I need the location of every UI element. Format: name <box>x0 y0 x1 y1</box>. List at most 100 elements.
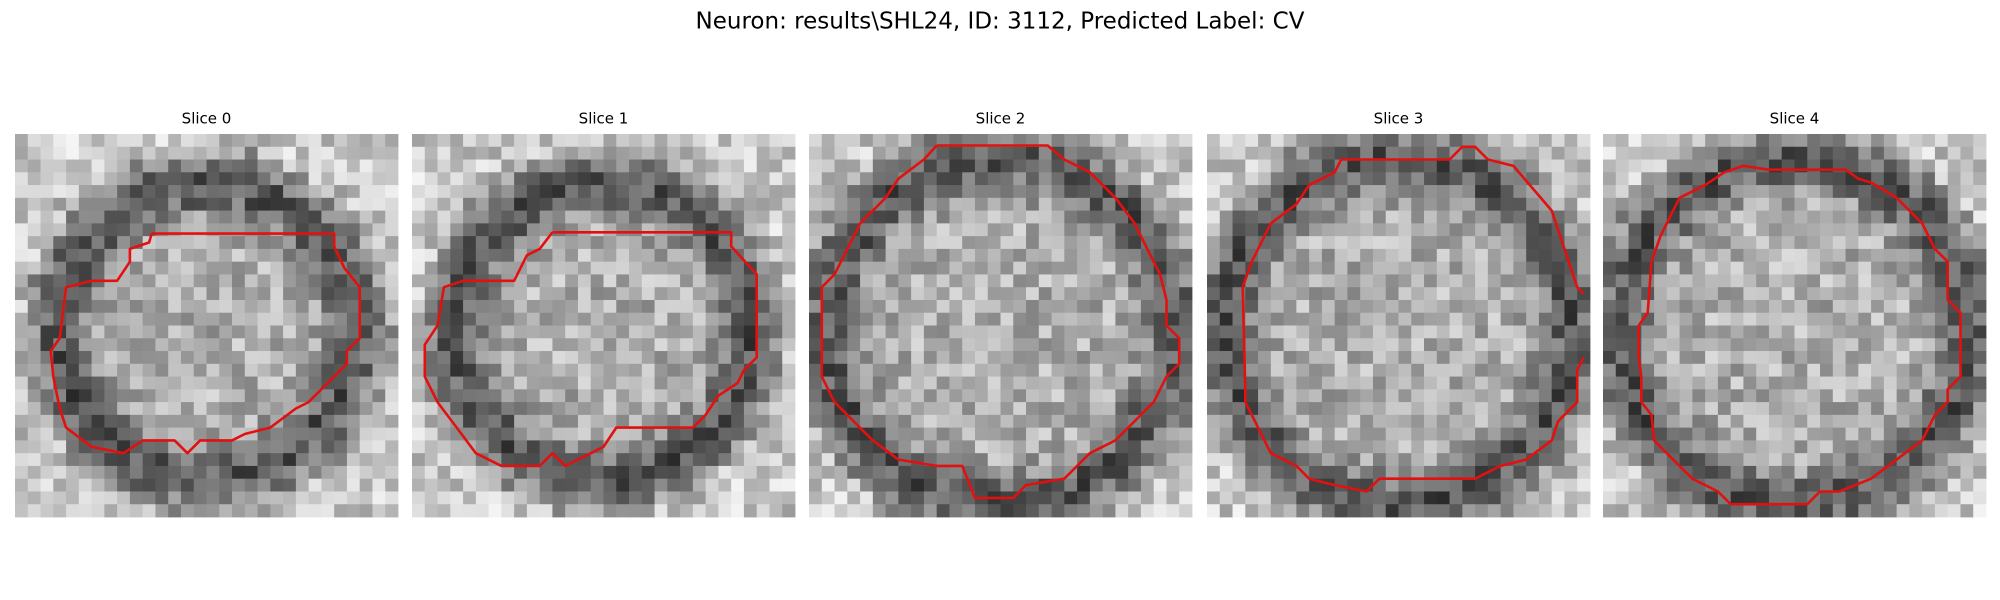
pixel <box>104 134 118 148</box>
pixel <box>270 453 284 467</box>
pixel <box>1000 210 1014 224</box>
pixel <box>1692 389 1706 403</box>
pixel <box>911 312 925 326</box>
pixel <box>1756 185 1770 199</box>
pixel <box>488 248 502 263</box>
pixel <box>1513 134 1527 148</box>
pixel <box>1807 376 1821 390</box>
pixel <box>1449 465 1463 480</box>
pixel <box>1934 351 1949 365</box>
pixel <box>1679 236 1693 250</box>
pixel <box>1628 312 1642 326</box>
pixel <box>1077 172 1091 186</box>
pixel <box>743 287 758 301</box>
pixel <box>1128 402 1142 416</box>
pixel <box>463 389 477 403</box>
pixel <box>1615 236 1629 250</box>
pixel <box>962 223 976 237</box>
pixel <box>577 440 592 454</box>
pixel <box>1436 504 1450 518</box>
pixel <box>705 134 719 148</box>
pixel <box>1000 389 1014 403</box>
pixel <box>1973 453 1987 467</box>
pixel <box>1922 338 1936 352</box>
pixel <box>1115 325 1129 339</box>
pixel <box>1398 261 1412 275</box>
pixel <box>1462 478 1476 492</box>
pixel <box>1717 453 1732 467</box>
pixel <box>1947 504 1961 518</box>
pixel <box>565 440 579 454</box>
pixel <box>15 274 29 288</box>
pixel <box>1883 223 1898 237</box>
pixel <box>603 325 617 339</box>
pixel <box>756 248 770 263</box>
pixel <box>385 172 399 186</box>
pixel <box>1487 376 1502 390</box>
pixel <box>1207 185 1221 199</box>
pixel <box>641 210 655 224</box>
pixel <box>1232 478 1246 492</box>
pixel <box>346 312 361 326</box>
pixel <box>1309 414 1323 429</box>
pixel <box>257 197 271 211</box>
pixel <box>1666 465 1680 480</box>
pixel <box>756 478 770 492</box>
pixel <box>142 325 156 339</box>
pixel <box>1538 351 1553 365</box>
pixel <box>705 185 719 199</box>
pixel <box>27 146 41 160</box>
pixel <box>53 172 67 186</box>
pixel <box>1628 210 1642 224</box>
pixel <box>577 223 592 237</box>
pixel <box>821 427 835 441</box>
pixel <box>923 504 938 518</box>
pixel <box>1947 134 1961 148</box>
pixel <box>834 223 848 237</box>
pixel <box>1102 134 1116 148</box>
pixel <box>1166 504 1180 518</box>
pixel <box>1077 134 1091 148</box>
pixel <box>705 465 719 480</box>
pixel <box>1845 351 1859 365</box>
pixel <box>1077 491 1091 505</box>
pixel <box>117 363 131 377</box>
pixel <box>1666 402 1680 416</box>
pixel <box>1013 299 1027 314</box>
pixel <box>1603 504 1617 518</box>
pixel <box>654 197 668 211</box>
pixel <box>718 325 732 339</box>
pixel <box>1360 223 1374 237</box>
pixel <box>1219 376 1233 390</box>
pixel <box>885 159 899 173</box>
pixel <box>1654 172 1668 186</box>
pixel <box>501 363 515 377</box>
pixel <box>463 351 477 365</box>
pixel <box>1398 351 1412 365</box>
pixel <box>91 325 105 339</box>
pixel <box>334 197 348 211</box>
pixel <box>1077 338 1091 352</box>
pixel <box>117 312 131 326</box>
pixel <box>1321 325 1336 339</box>
panel-title: Slice 0 <box>182 110 232 128</box>
slice-panel <box>15 134 399 518</box>
pixel <box>1270 287 1284 301</box>
pixel <box>936 478 950 492</box>
pixel <box>346 402 361 416</box>
pixel <box>1051 172 1065 186</box>
pixel <box>1960 414 1974 429</box>
pixel <box>782 465 796 480</box>
pixel <box>1334 223 1348 237</box>
pixel <box>1960 236 1974 250</box>
pixel <box>463 197 477 211</box>
pixel <box>552 210 566 224</box>
pixel <box>1603 261 1617 275</box>
pixel <box>1077 351 1091 365</box>
pixel <box>1564 236 1578 250</box>
pixel <box>1551 389 1565 403</box>
pixel <box>155 363 169 377</box>
pixel <box>1064 376 1078 390</box>
pixel <box>168 172 182 186</box>
pixel <box>1947 146 1961 160</box>
